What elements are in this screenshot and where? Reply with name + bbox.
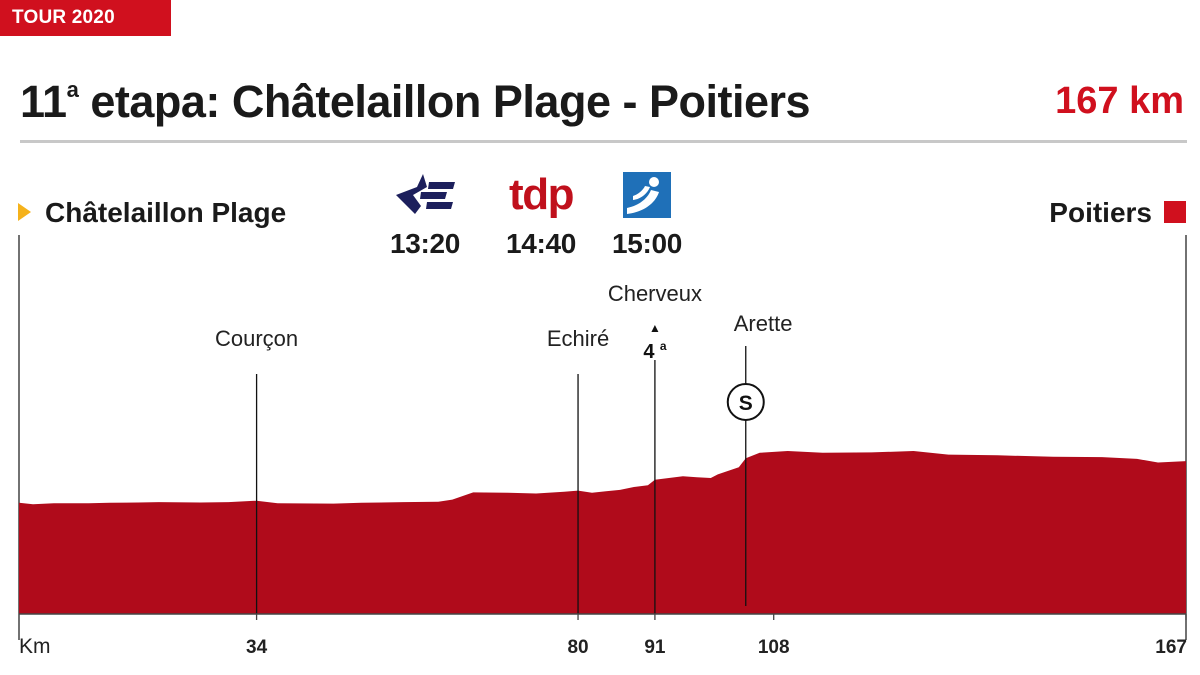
x-tick-label: 167 bbox=[1155, 637, 1187, 658]
start-label: Châtelaillon Plage bbox=[18, 197, 286, 229]
place-label: Courçon bbox=[215, 326, 298, 351]
eurosport-e-icon bbox=[370, 172, 480, 218]
broadcast-teledeporte: 15:00 bbox=[592, 172, 702, 260]
start-city: Châtelaillon Plage bbox=[45, 197, 287, 228]
stage-number-sup: a bbox=[66, 77, 79, 102]
place-label: Cherveux bbox=[608, 281, 702, 306]
finish-label: Poitiers bbox=[1049, 197, 1186, 229]
place-label: Arette bbox=[734, 311, 793, 336]
x-tick-label: 91 bbox=[644, 637, 666, 658]
stage-distance: 167 km bbox=[1055, 80, 1184, 122]
title-divider bbox=[20, 140, 1187, 143]
broadcast-time: 13:20 bbox=[389, 228, 461, 259]
stage-number: 11 bbox=[20, 76, 67, 127]
sprint-icon bbox=[726, 383, 765, 421]
x-axis-label: Km bbox=[19, 635, 51, 658]
finish-square-icon bbox=[1164, 200, 1186, 223]
x-tick-label: 108 bbox=[758, 637, 790, 658]
climb-category-sup: a bbox=[660, 339, 667, 353]
stage-title: 11a etapa: Châtelaillon Plage - Poitiers bbox=[20, 76, 811, 128]
climb-triangle-icon bbox=[651, 325, 659, 332]
broadcast-eurosport: 13:20 bbox=[370, 172, 480, 260]
x-tick-label: 34 bbox=[246, 637, 268, 658]
tdp-logo: tdp bbox=[486, 172, 596, 218]
broadcast-time: 14:40 bbox=[505, 228, 577, 259]
broadcast-time: 15:00 bbox=[611, 228, 683, 259]
climb-category: 4 bbox=[643, 341, 655, 363]
stage-route: etapa: Châtelaillon Plage - Poitiers bbox=[78, 76, 811, 127]
place-label: Echiré bbox=[547, 326, 609, 351]
finish-city: Poitiers bbox=[1049, 197, 1152, 228]
broadcast-tdp: tdp 14:40 bbox=[486, 172, 596, 260]
sprint-letter: S bbox=[739, 392, 753, 415]
teledeporte-icon bbox=[592, 172, 702, 218]
x-tick-label: 80 bbox=[567, 637, 588, 658]
tdp-logo-text: tdp bbox=[509, 170, 574, 219]
start-triangle-icon bbox=[18, 202, 31, 221]
tour-tag: TOUR 2020 bbox=[0, 0, 171, 36]
elevation-area bbox=[19, 451, 1186, 614]
